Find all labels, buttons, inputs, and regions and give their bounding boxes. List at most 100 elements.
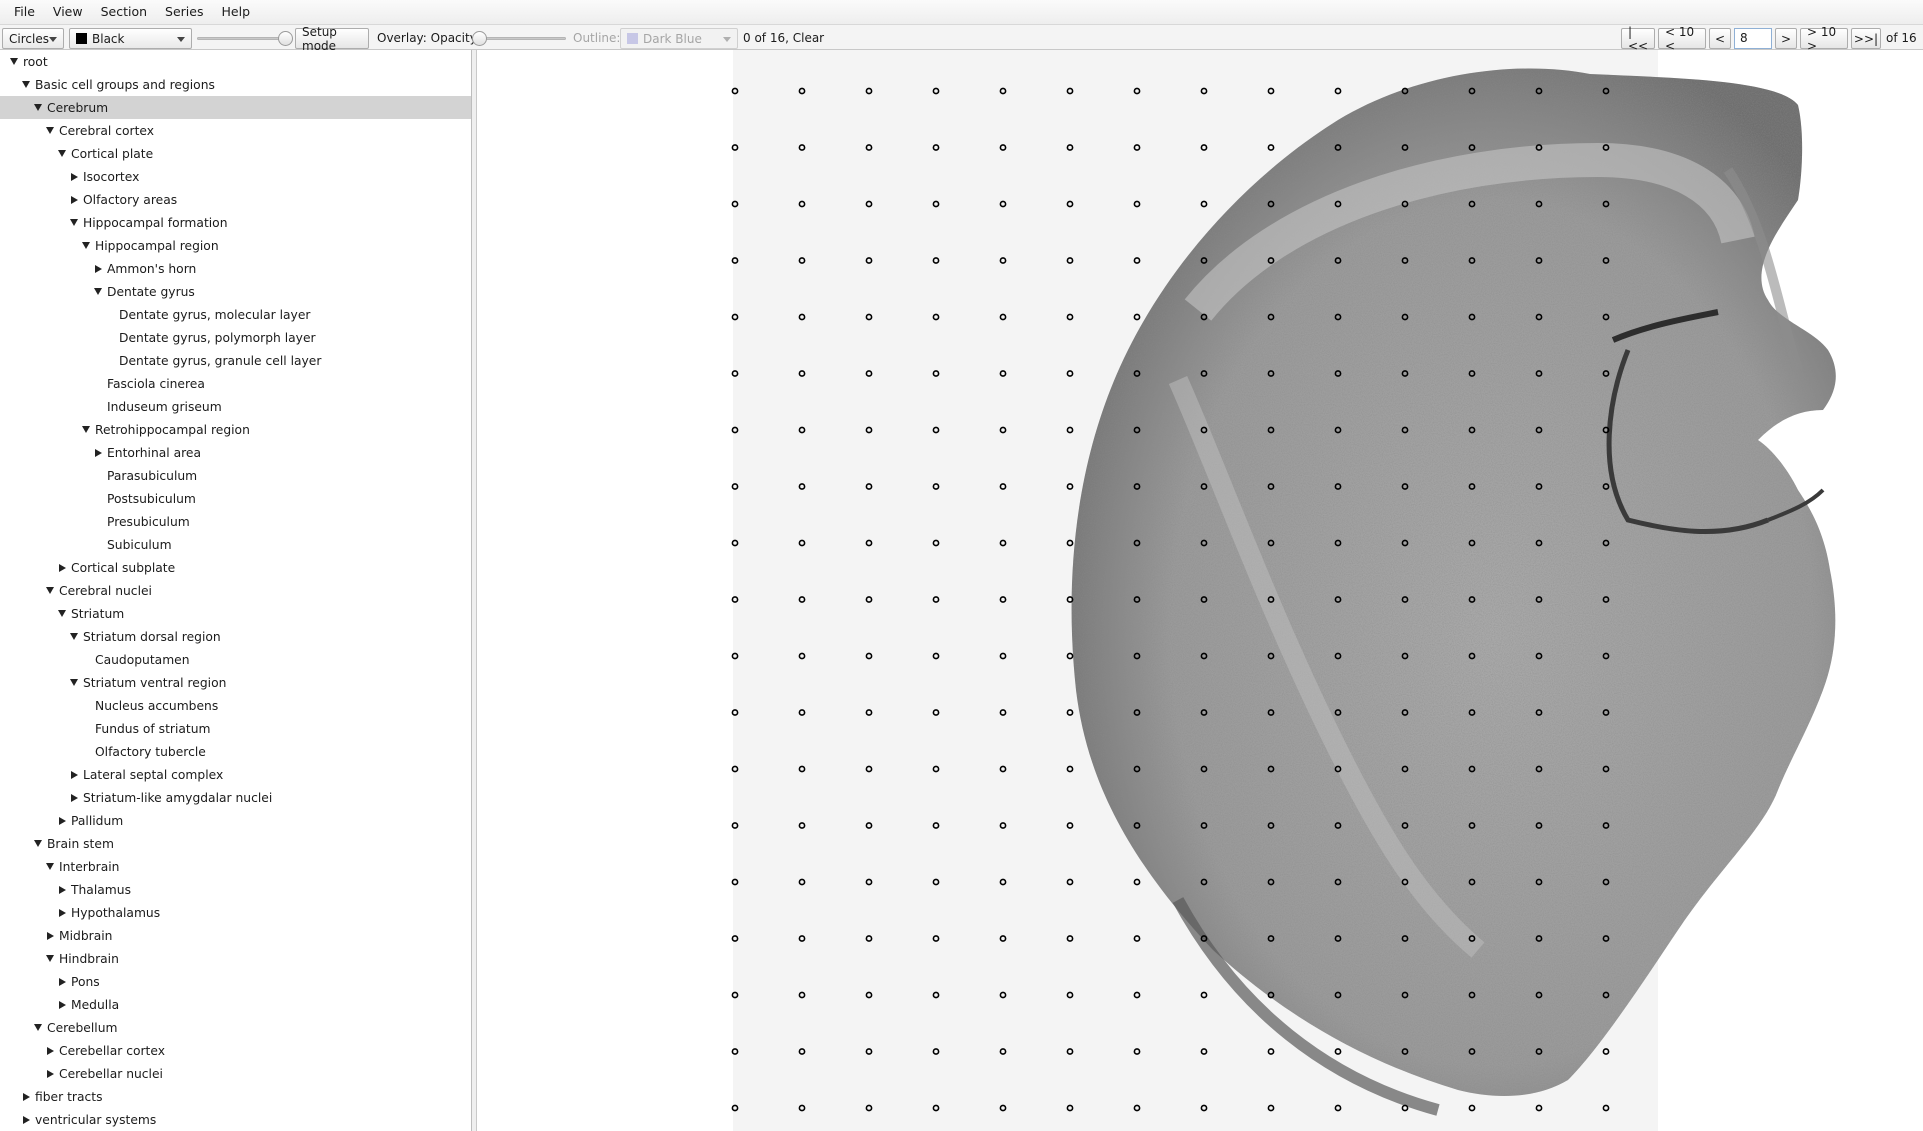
grid-point-marker[interactable]: [731, 370, 739, 377]
grid-point-marker[interactable]: [1200, 1104, 1208, 1112]
grid-point-marker[interactable]: [865, 87, 873, 95]
grid-point-marker[interactable]: [1200, 539, 1208, 547]
tree-item[interactable]: Cerebral cortex: [0, 119, 471, 142]
tree-item[interactable]: root: [0, 50, 471, 73]
grid-point-marker[interactable]: [1535, 1048, 1543, 1055]
grid-point-marker[interactable]: [1066, 539, 1074, 547]
grid-point-marker[interactable]: [999, 1048, 1007, 1055]
grid-point-marker[interactable]: [1267, 991, 1275, 999]
grid-point-marker[interactable]: [1602, 313, 1610, 321]
grid-point-marker[interactable]: [798, 935, 806, 942]
expanded-triangle-icon[interactable]: [44, 585, 56, 597]
expanded-triangle-icon[interactable]: [56, 608, 68, 620]
grid-point-marker[interactable]: [932, 370, 940, 377]
grid-point-marker[interactable]: [1133, 257, 1141, 264]
grid-point-marker[interactable]: [1602, 87, 1610, 95]
menu-file[interactable]: File: [14, 4, 35, 19]
grid-point-marker[interactable]: [1602, 1048, 1610, 1055]
grid-point-marker[interactable]: [798, 313, 806, 321]
grid-point-marker[interactable]: [999, 935, 1007, 942]
tree-item[interactable]: Olfactory areas: [0, 188, 471, 211]
grid-point-marker[interactable]: [1602, 878, 1610, 886]
grid-point-marker[interactable]: [1334, 1104, 1342, 1112]
grid-point-marker[interactable]: [1602, 426, 1610, 434]
grid-point-marker[interactable]: [1602, 370, 1610, 377]
grid-point-marker[interactable]: [932, 1104, 940, 1112]
collapsed-triangle-icon[interactable]: [92, 263, 104, 275]
grid-point-marker[interactable]: [1468, 822, 1476, 829]
grid-point-marker[interactable]: [999, 652, 1007, 660]
grid-point-marker[interactable]: [1401, 313, 1409, 321]
grid-point-marker[interactable]: [798, 765, 806, 773]
grid-point-marker[interactable]: [1468, 596, 1476, 603]
grid-point-marker[interactable]: [1066, 652, 1074, 660]
grid-point-marker[interactable]: [999, 822, 1007, 829]
marker-shape-select[interactable]: Circles: [2, 28, 64, 49]
grid-point-marker[interactable]: [1334, 483, 1342, 490]
tree-item[interactable]: Dentate gyrus, granule cell layer: [0, 349, 471, 372]
tree-item[interactable]: Presubiculum: [0, 510, 471, 533]
grid-point-marker[interactable]: [1401, 765, 1409, 773]
grid-point-marker[interactable]: [932, 1048, 940, 1055]
grid-point-marker[interactable]: [1066, 144, 1074, 151]
grid-point-marker[interactable]: [1200, 709, 1208, 716]
tree-item[interactable]: Olfactory tubercle: [0, 740, 471, 763]
grid-point-marker[interactable]: [798, 539, 806, 547]
grid-point-marker[interactable]: [798, 1048, 806, 1055]
grid-point-marker[interactable]: [1401, 935, 1409, 942]
grid-point-marker[interactable]: [1200, 370, 1208, 377]
grid-point-marker[interactable]: [1200, 144, 1208, 151]
grid-point-marker[interactable]: [1468, 709, 1476, 716]
grid-point-marker[interactable]: [932, 765, 940, 773]
grid-point-marker[interactable]: [1200, 483, 1208, 490]
grid-point-marker[interactable]: [1535, 200, 1543, 208]
grid-point-marker[interactable]: [1468, 426, 1476, 434]
grid-point-marker[interactable]: [932, 313, 940, 321]
section-canvas[interactable]: [478, 50, 1923, 1131]
grid-point-marker[interactable]: [932, 200, 940, 208]
grid-point-marker[interactable]: [1267, 483, 1275, 490]
collapsed-triangle-icon[interactable]: [56, 999, 68, 1011]
tree-item[interactable]: Interbrain: [0, 855, 471, 878]
grid-point-marker[interactable]: [1535, 935, 1543, 942]
section-number-input[interactable]: 8: [1734, 28, 1772, 49]
tree-item[interactable]: ventricular systems: [0, 1108, 471, 1131]
grid-point-marker[interactable]: [865, 370, 873, 377]
grid-point-marker[interactable]: [999, 200, 1007, 208]
grid-point-marker[interactable]: [999, 144, 1007, 151]
collapsed-triangle-icon[interactable]: [44, 1068, 56, 1080]
grid-point-marker[interactable]: [1267, 144, 1275, 151]
tree-item[interactable]: Retrohippocampal region: [0, 418, 471, 441]
grid-point-marker[interactable]: [1066, 426, 1074, 434]
next-section-button[interactable]: >: [1775, 28, 1797, 49]
setup-mode-button[interactable]: Setup mode: [295, 25, 369, 53]
grid-point-marker[interactable]: [1267, 426, 1275, 434]
previous-section-button[interactable]: <: [1709, 28, 1731, 49]
grid-point-marker[interactable]: [1334, 991, 1342, 999]
grid-point-marker[interactable]: [1468, 652, 1476, 660]
grid-point-marker[interactable]: [798, 878, 806, 886]
grid-point-marker[interactable]: [1066, 878, 1074, 886]
grid-point-marker[interactable]: [731, 257, 739, 264]
grid-point-marker[interactable]: [1066, 991, 1074, 999]
grid-point-marker[interactable]: [1602, 257, 1610, 264]
grid-point-marker[interactable]: [865, 596, 873, 603]
menu-help[interactable]: Help: [221, 4, 251, 19]
grid-point-marker[interactable]: [1602, 991, 1610, 999]
grid-point-marker[interactable]: [1267, 257, 1275, 264]
grid-point-marker[interactable]: [1468, 539, 1476, 547]
slider-thumb[interactable]: [278, 31, 293, 46]
tree-item[interactable]: Caudoputamen: [0, 648, 471, 671]
expanded-triangle-icon[interactable]: [44, 861, 56, 873]
tree-item[interactable]: Pallidum: [0, 809, 471, 832]
collapsed-triangle-icon[interactable]: [68, 171, 80, 183]
grid-point-marker[interactable]: [1133, 200, 1141, 208]
grid-point-marker[interactable]: [1133, 87, 1141, 95]
grid-point-marker[interactable]: [1535, 313, 1543, 321]
grid-point-marker[interactable]: [1200, 200, 1208, 208]
grid-point-marker[interactable]: [1401, 1104, 1409, 1112]
grid-point-marker[interactable]: [1200, 878, 1208, 886]
tree-item[interactable]: Dentate gyrus: [0, 280, 471, 303]
grid-point-marker[interactable]: [1200, 935, 1208, 942]
grid-point-marker[interactable]: [1535, 144, 1543, 151]
